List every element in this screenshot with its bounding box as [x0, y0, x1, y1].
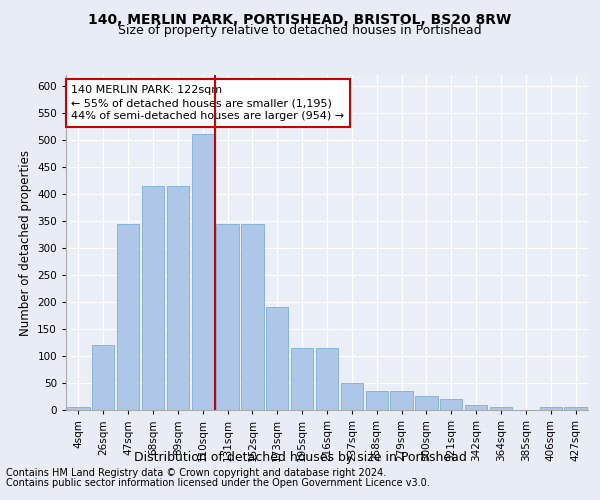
- Text: Distribution of detached houses by size in Portishead: Distribution of detached houses by size …: [134, 451, 466, 464]
- Bar: [92, 345, 115, 410]
- Bar: [365, 391, 388, 410]
- Bar: [266, 308, 289, 410]
- Bar: [465, 404, 487, 410]
- Bar: [490, 408, 512, 410]
- Bar: [191, 134, 214, 410]
- Text: Size of property relative to detached houses in Portishead: Size of property relative to detached ho…: [118, 24, 482, 37]
- Bar: [241, 224, 263, 410]
- Bar: [291, 348, 313, 410]
- Bar: [565, 408, 587, 410]
- Bar: [117, 224, 139, 410]
- Bar: [142, 186, 164, 410]
- Bar: [167, 186, 189, 410]
- Y-axis label: Number of detached properties: Number of detached properties: [19, 150, 32, 336]
- Bar: [440, 399, 463, 410]
- Text: Contains public sector information licensed under the Open Government Licence v3: Contains public sector information licen…: [6, 478, 430, 488]
- Bar: [539, 408, 562, 410]
- Text: 140 MERLIN PARK: 122sqm
← 55% of detached houses are smaller (1,195)
44% of semi: 140 MERLIN PARK: 122sqm ← 55% of detache…: [71, 85, 344, 122]
- Bar: [341, 383, 363, 410]
- Bar: [415, 396, 437, 410]
- Text: 140, MERLIN PARK, PORTISHEAD, BRISTOL, BS20 8RW: 140, MERLIN PARK, PORTISHEAD, BRISTOL, B…: [88, 12, 512, 26]
- Bar: [391, 391, 413, 410]
- Text: Contains HM Land Registry data © Crown copyright and database right 2024.: Contains HM Land Registry data © Crown c…: [6, 468, 386, 478]
- Bar: [316, 348, 338, 410]
- Bar: [67, 408, 89, 410]
- Bar: [217, 224, 239, 410]
